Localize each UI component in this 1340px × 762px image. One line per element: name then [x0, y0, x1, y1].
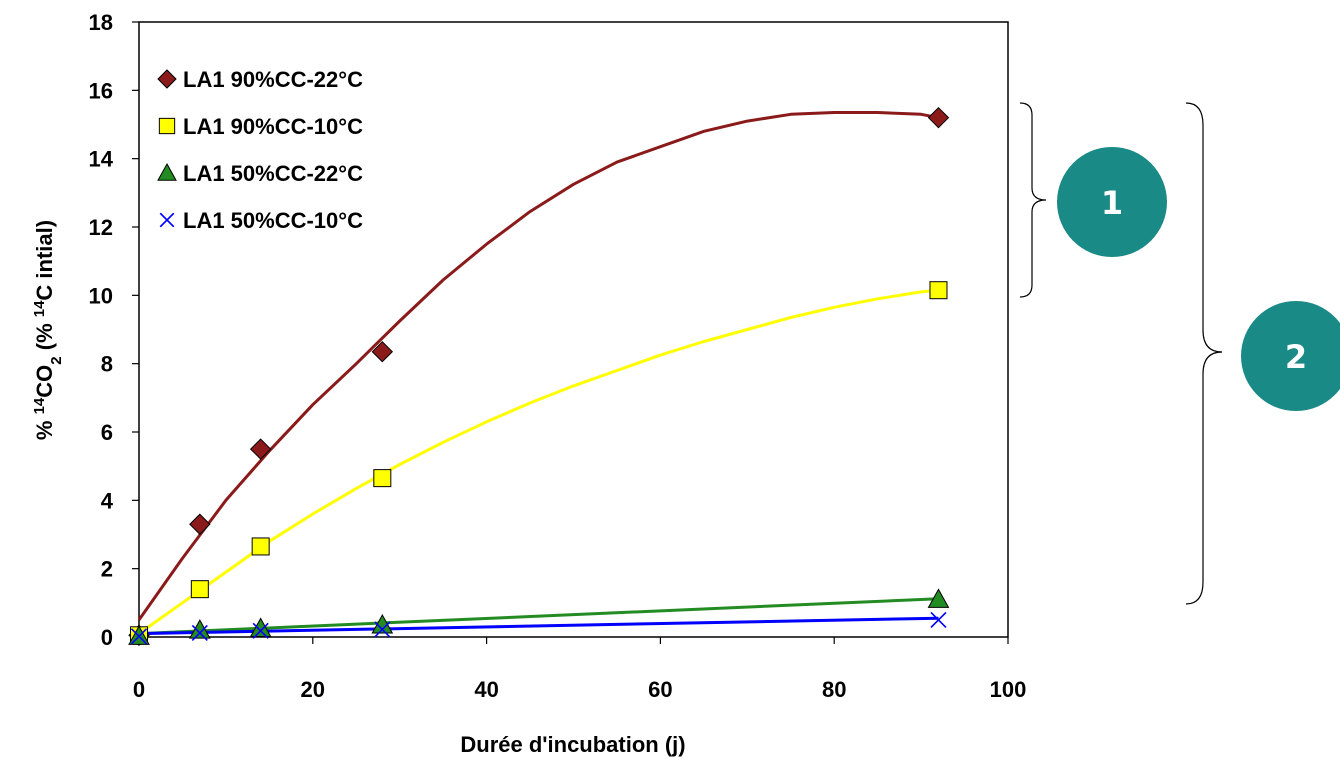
- badge-1-label: 1: [1101, 184, 1123, 222]
- y-tick-label: 18: [89, 10, 113, 35]
- legend: LA1 90%CC-22°C LA1 90%CC-10°C LA1 50%CC-22…: [157, 67, 363, 233]
- series-trend-line: [137, 111, 939, 621]
- y-title-sub: 2: [48, 356, 65, 364]
- plot-area: [138, 21, 1009, 638]
- badge-1-circle: [1057, 147, 1167, 257]
- y-tick-label: 0: [101, 625, 113, 650]
- series-trend-line: [138, 597, 939, 636]
- series-trend-line: [138, 616, 939, 636]
- badge-2: 2: [1241, 301, 1340, 411]
- data-point: [927, 106, 950, 129]
- y-tick-label: 12: [89, 215, 113, 240]
- data-point: [249, 438, 272, 460]
- badge-2-label: 2: [1285, 338, 1307, 376]
- legend-label: LA1 90%CC-10°C: [183, 114, 363, 139]
- y-title-prefix: %: [32, 414, 57, 440]
- legend-label: LA1 50%CC-10°C: [183, 208, 363, 233]
- data-point: [130, 628, 148, 645]
- data-point: [374, 621, 391, 638]
- data-markers: [128, 106, 950, 646]
- y-tick-label: 2: [101, 557, 113, 582]
- data-point: [188, 619, 211, 639]
- legend-marker: [157, 162, 177, 181]
- data-point: [251, 537, 270, 556]
- x-tick-label: 100: [990, 677, 1027, 702]
- legend-marker: [157, 69, 177, 89]
- data-point: [190, 580, 209, 599]
- legend-marker: [159, 212, 175, 228]
- y-title-mid1: CO: [32, 365, 57, 398]
- x-tick-label: 40: [474, 677, 498, 702]
- x-tick-label: 80: [822, 677, 846, 702]
- data-point: [252, 622, 269, 639]
- data-point: [191, 624, 208, 641]
- data-point: [927, 588, 950, 608]
- x-tick-label: 60: [648, 677, 672, 702]
- y-tick-label: 14: [89, 147, 114, 172]
- series-trend-line: [138, 288, 939, 635]
- y-tick-label: 6: [101, 420, 113, 445]
- y-axis-ticks: 0 2 4 6 8 10 12 14 16 18: [89, 10, 139, 650]
- trend-lines: [137, 111, 939, 636]
- data-point: [373, 469, 392, 488]
- x-axis-title: Durée d'incubation (j): [460, 732, 685, 757]
- y-title-suffix: C intial): [32, 220, 57, 301]
- legend-label: LA1 90%CC-22°C: [183, 67, 363, 92]
- x-axis-ticks: 0 20 40 60 80 100: [133, 637, 1026, 702]
- y-axis-title: % 14CO2 (% 14C intial): [31, 220, 65, 440]
- y-title-sup1: 14: [31, 397, 48, 414]
- data-point: [371, 341, 394, 363]
- y-tick-label: 16: [89, 78, 113, 103]
- x-tick-label: 0: [133, 677, 145, 702]
- badge-1: 1: [1057, 147, 1167, 257]
- x-tick-label: 20: [301, 677, 325, 702]
- y-title-sup2: 14: [31, 300, 48, 317]
- brace-2: [1185, 102, 1223, 605]
- data-point: [929, 281, 948, 300]
- y-title-mid2: (%: [32, 317, 57, 356]
- legend-marker: [158, 117, 176, 135]
- badge-2-circle: [1241, 301, 1340, 411]
- y-tick-label: 4: [101, 488, 114, 513]
- data-point: [189, 513, 211, 535]
- data-point: [249, 617, 272, 637]
- data-point: [930, 611, 947, 628]
- legend-label: LA1 50%CC-22°C: [183, 161, 363, 186]
- y-tick-label: 10: [89, 283, 113, 308]
- y-tick-label: 8: [101, 352, 113, 377]
- brace-1: [1019, 102, 1047, 298]
